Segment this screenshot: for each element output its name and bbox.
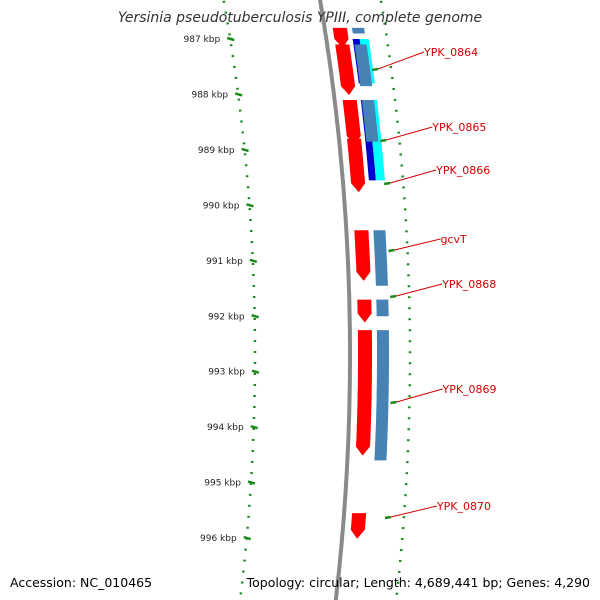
cds-reverse-block	[354, 44, 373, 87]
scale-tick-mark	[251, 369, 260, 374]
gene-label: YPK_0870	[436, 500, 491, 513]
scale-tick-label: 988 kbp	[191, 90, 228, 100]
cds-forward-arrow	[350, 513, 367, 539]
gene-leader-line	[394, 238, 441, 251]
scale-tick-label: 987 kbp	[184, 35, 221, 45]
scale-tick-label: 996 kbp	[200, 534, 237, 544]
scale-tick-mark	[243, 535, 252, 541]
cds-forward-arrow	[354, 230, 371, 281]
cds-forward-arrow	[342, 100, 361, 145]
backbone-track	[318, 0, 352, 600]
scale-tick-mark	[226, 36, 235, 42]
accession-text: Accession: NC_010465	[10, 575, 153, 590]
cds-reverse-block	[374, 330, 389, 461]
gc-tick-mark	[380, 138, 387, 143]
genome-summary: Topology: circular; Length: 4,689,441 bp…	[246, 575, 590, 590]
gene-leader-line	[377, 51, 425, 70]
gene-leader-line	[386, 126, 433, 141]
gene-labels: YPK_0864 YPK_0865 YPK_0866 gcvT YPK_0868 YPK_…	[371, 46, 497, 520]
gc-skew-track	[222, 0, 412, 600]
scale-tick-mark	[250, 424, 259, 430]
scale-tick-mark	[251, 314, 259, 319]
cds-reverse-block	[376, 299, 389, 317]
cds-track	[332, 27, 389, 539]
scale-tick-mark	[246, 203, 254, 208]
cds-forward-arrow	[347, 138, 366, 193]
scale-tick-label: 990 kbp	[203, 201, 240, 211]
gc-dots-inner	[222, 0, 257, 600]
cds-forward-arrow	[356, 330, 372, 456]
scale-tick-mark	[234, 92, 243, 97]
scale-tick-label: 992 kbp	[208, 312, 245, 322]
scale-tick-mark	[241, 147, 249, 153]
gene-leader-line	[396, 283, 443, 297]
gene-label: YPK_0864	[423, 46, 478, 59]
cds-forward-arrow	[332, 27, 349, 48]
scale-tick-label: 994 kbp	[207, 423, 244, 433]
scale-ticks: 987 kbp 988 kbp 989 kbp 990 kbp 991 kbp 992 k…	[184, 35, 260, 544]
gc-tick-mark	[388, 248, 395, 253]
cds-forward-arrow	[335, 44, 356, 96]
cds-reverse-block	[373, 230, 388, 286]
gene-label: YPK_0869	[441, 383, 496, 396]
scale-tick-label: 993 kbp	[208, 368, 245, 378]
scale-tick-label: 995 kbp	[204, 479, 241, 489]
gene-leader-line	[396, 388, 443, 403]
gc-dots-outer	[379, 0, 412, 600]
gc-tick-mark	[389, 294, 397, 299]
scale-tick-mark	[249, 258, 258, 264]
gene-label: YPK_0868	[441, 278, 496, 291]
gene-leader-line	[390, 169, 437, 184]
scale-tick-label: 991 kbp	[206, 257, 243, 267]
gc-tick-mark	[384, 515, 392, 520]
gc-tick-mark	[383, 181, 391, 186]
backbone-line	[318, 0, 352, 600]
gene-leader-line	[390, 505, 438, 518]
scale-tick-mark	[247, 480, 256, 485]
gene-label: YPK_0866	[435, 164, 490, 177]
map-title: Yersinia pseudotuberculosis YPIII, compl…	[117, 10, 483, 26]
gc-tick-mark	[390, 400, 397, 405]
cds-forward-arrow	[357, 299, 372, 323]
cds-reverse-block	[351, 27, 365, 34]
gc-tick-mark	[371, 67, 379, 72]
scale-tick-label: 989 kbp	[198, 146, 235, 156]
gene-label: gcvT	[440, 233, 467, 246]
gene-label: YPK_0865	[431, 121, 486, 134]
cds-reverse-block	[361, 100, 379, 142]
